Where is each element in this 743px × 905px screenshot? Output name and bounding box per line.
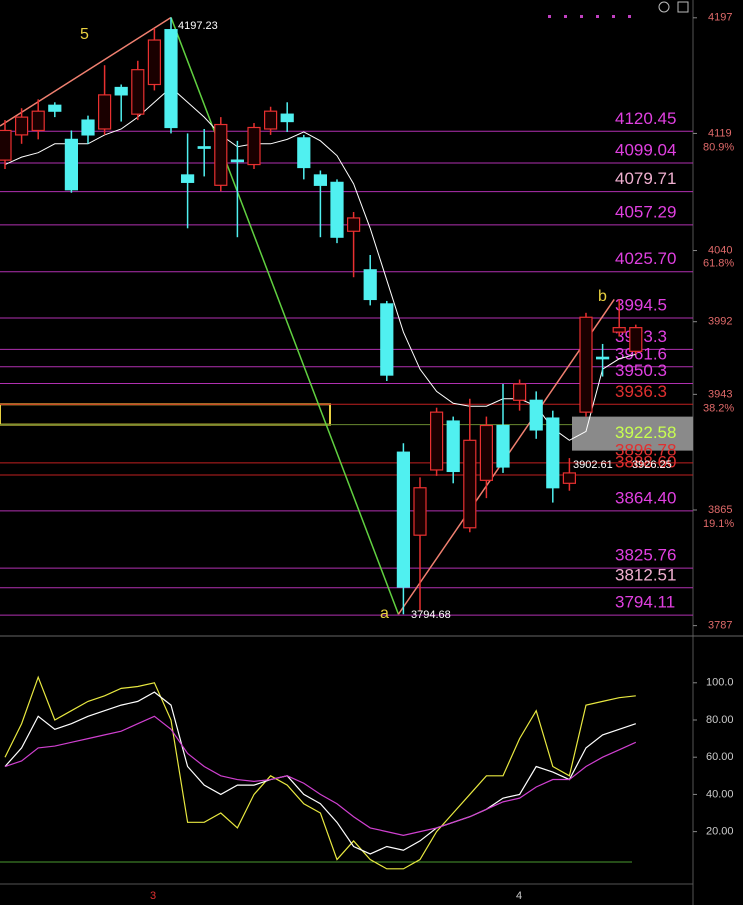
level-label: 3794.11 <box>615 593 675 612</box>
level-label: 4120.45 <box>615 109 676 128</box>
y-tick-label: 20.00 <box>706 826 734 838</box>
candle-body <box>347 217 361 232</box>
wave-label: a <box>380 605 389 622</box>
candle-body <box>430 411 444 471</box>
candle-body <box>446 420 460 473</box>
candle-body <box>529 399 543 431</box>
level-label: 4079.71 <box>615 169 676 188</box>
level-highlight <box>572 416 693 451</box>
candle-body <box>512 383 527 401</box>
y-tick-label: 3787 <box>708 620 732 632</box>
level-label: 3896.78 <box>615 440 676 459</box>
search-icon[interactable] <box>658 1 670 13</box>
y-tick-label: 3992 <box>708 316 732 328</box>
trough-label: 3794.68 <box>411 609 451 621</box>
candle-body <box>64 138 79 191</box>
x-tick-label: 4 <box>516 890 522 902</box>
level-label: 4057.29 <box>615 202 676 221</box>
indicator-line <box>4 691 636 855</box>
wave-label: b <box>598 288 607 305</box>
candle-body <box>612 327 626 333</box>
candle-body <box>380 303 394 376</box>
candle-body <box>297 137 311 169</box>
candle-body <box>197 146 211 149</box>
level-label: 4099.04 <box>615 141 676 160</box>
y-tick-label: 3865 <box>708 504 732 516</box>
candle-body <box>81 119 95 136</box>
settings-icon[interactable] <box>677 1 689 13</box>
y-tick-label: 100.0 <box>706 677 734 689</box>
level-label: 3922.58 <box>615 423 676 442</box>
level-label: 3864.40 <box>615 488 676 507</box>
y-tick-label: 4119 <box>708 127 732 139</box>
price-label: 3902.61 <box>573 459 613 471</box>
level-label: 3961.6 <box>615 344 667 363</box>
fib-label: 19.1% <box>703 518 734 530</box>
candle-body <box>579 316 593 413</box>
wave-label: 5 <box>80 26 89 43</box>
candle-body <box>214 123 228 186</box>
wave-line <box>0 16 172 127</box>
fib-label: 38.2% <box>703 403 734 415</box>
level-label: 3888.60 <box>615 452 676 471</box>
candle-body <box>97 94 112 130</box>
candle-body <box>595 356 610 360</box>
candle-body <box>31 110 45 132</box>
candle-body <box>396 451 410 588</box>
candle-body <box>15 116 29 136</box>
y-tick-label: 3943 <box>708 388 732 400</box>
candle-body <box>264 110 278 130</box>
candle-body <box>479 424 493 481</box>
indicator-line <box>4 675 636 870</box>
candle-body <box>413 487 427 536</box>
fib-label: 80.9% <box>703 142 734 154</box>
candle-body <box>496 424 510 468</box>
y-tick-label: 4197 <box>708 12 732 24</box>
level-label: 3825.76 <box>615 546 676 565</box>
candle-body <box>313 174 327 186</box>
candle-body <box>131 69 145 115</box>
candle-body <box>463 439 477 529</box>
candle-body <box>330 181 344 238</box>
candle-body <box>181 174 195 183</box>
candle-body <box>629 327 643 352</box>
x-tick-label: 3 <box>150 890 156 902</box>
toolbar-dots <box>548 15 631 18</box>
candle-body <box>280 113 294 123</box>
indicator-line <box>4 715 637 836</box>
level-label: 4025.70 <box>615 249 676 268</box>
candle-body <box>114 86 128 96</box>
level-label: 3950.3 <box>615 361 667 380</box>
candle-body <box>247 126 261 166</box>
candle-body <box>164 29 178 129</box>
fib-label: 61.8% <box>703 257 734 269</box>
y-tick-label: 40.00 <box>706 788 734 800</box>
candle-body <box>363 269 377 301</box>
candle-body <box>48 104 62 112</box>
candle-body <box>230 159 244 163</box>
level-label: 3936.3 <box>615 382 667 401</box>
candle-body <box>546 417 560 489</box>
candle-body <box>562 472 577 484</box>
candle-body <box>0 129 12 161</box>
peak-label: 4197.23 <box>178 20 218 32</box>
y-tick-label: 4040 <box>708 244 732 256</box>
y-tick-label: 80.00 <box>706 714 734 726</box>
level-label: 3812.51 <box>615 565 676 584</box>
y-tick-label: 60.00 <box>706 751 734 763</box>
level-label: 3994.5 <box>615 295 667 314</box>
wave-line <box>170 17 400 615</box>
candle-body <box>147 39 161 86</box>
price-label: 3926.25 <box>632 459 672 471</box>
